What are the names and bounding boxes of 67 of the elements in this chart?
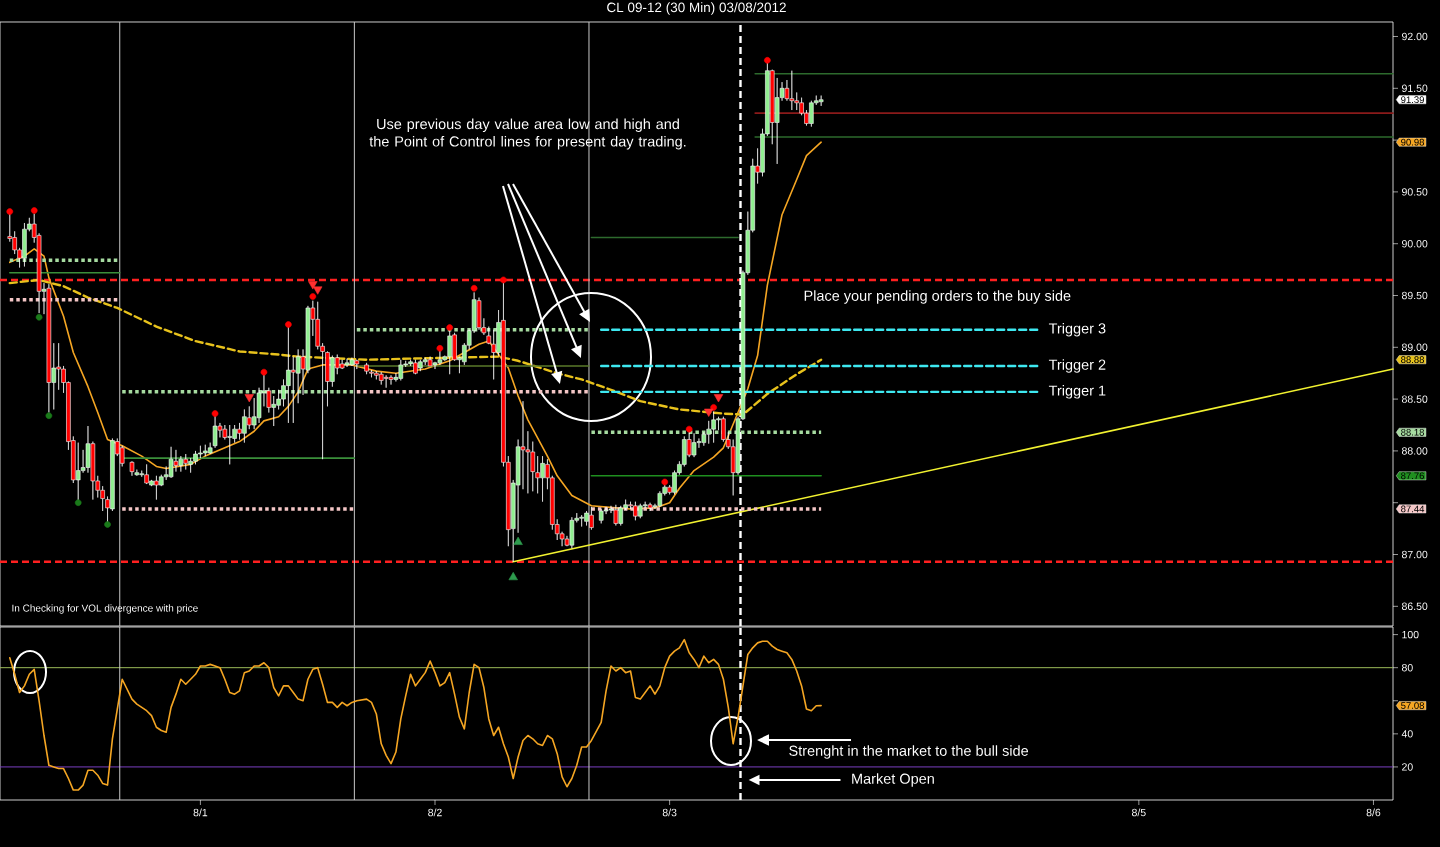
point xyxy=(35,313,43,321)
point xyxy=(309,293,317,300)
series-label: Trigger 3 xyxy=(1048,322,1106,337)
point xyxy=(313,286,323,295)
point xyxy=(436,345,444,352)
annotation: Strenght in the market to the bull side xyxy=(789,745,1029,759)
point xyxy=(661,478,669,486)
point xyxy=(685,425,693,433)
point xyxy=(260,368,268,376)
y-tick-label: 86.50 xyxy=(1401,602,1428,611)
candlestick xyxy=(378,371,384,385)
x-tick-label: 8/2 xyxy=(428,808,442,817)
x-tick-label: 8/1 xyxy=(193,808,208,817)
point xyxy=(74,499,82,507)
text: 91.39 xyxy=(1401,96,1424,104)
y-tick-label: 87.00 xyxy=(1401,550,1428,559)
candlestick xyxy=(818,95,824,107)
y-tick-label: 89.00 xyxy=(1401,343,1428,352)
y-tick-label: 80 xyxy=(1401,663,1413,672)
y-tick-label: 90.50 xyxy=(1402,188,1428,196)
candlestick xyxy=(364,362,369,375)
series-label: Trigger 2 xyxy=(1048,359,1106,373)
y-tick-label: 89.50 xyxy=(1401,291,1428,300)
text: 87.44 xyxy=(1401,505,1425,513)
x-tick-label: 8/6 xyxy=(1366,808,1381,817)
point xyxy=(45,412,53,419)
candlestick xyxy=(129,460,135,477)
x-tick-label: 8/5 xyxy=(1132,808,1146,817)
point xyxy=(513,536,523,545)
candlestick xyxy=(383,374,389,389)
point xyxy=(764,57,771,64)
candlestick xyxy=(691,433,697,458)
text: 87.76 xyxy=(1401,472,1425,480)
point xyxy=(704,408,714,417)
point xyxy=(308,281,318,290)
candlestick xyxy=(168,446,174,479)
y-tick-label: 100 xyxy=(1402,630,1419,639)
y-tick-label: 88.00 xyxy=(1401,447,1428,455)
point xyxy=(211,410,219,417)
text: 88.88 xyxy=(1401,356,1425,364)
point xyxy=(446,324,453,331)
y-tick-label: 88.50 xyxy=(1401,395,1428,403)
point xyxy=(713,394,724,403)
candlestick xyxy=(486,326,492,345)
point xyxy=(244,394,254,403)
point xyxy=(6,208,14,215)
y-tick-label: 90.00 xyxy=(1402,239,1428,248)
text: 88.18 xyxy=(1401,428,1425,436)
chart-title: CL 09-12 (30 Min) 03/08/2012 xyxy=(607,2,786,15)
text: 57.08 xyxy=(1401,702,1425,709)
annotation: Use previous day value area low and high and the Point of Control lines for present day trading. xyxy=(369,118,686,150)
y-tick-label: 91.50 xyxy=(1402,84,1428,93)
candlestick xyxy=(388,374,394,385)
point xyxy=(285,321,292,328)
y-tick-label: 92.00 xyxy=(1402,32,1428,41)
point xyxy=(500,276,507,284)
y-tick-label: 40 xyxy=(1401,730,1413,738)
annotation: Place your pending orders to the buy side xyxy=(804,290,1071,304)
point xyxy=(30,207,38,214)
point xyxy=(470,284,478,292)
text: 90.98 xyxy=(1401,138,1425,146)
y-tick-label: 20 xyxy=(1402,763,1413,771)
x-tick-label: 8/3 xyxy=(662,808,677,817)
ref-line-label: Market Open xyxy=(852,773,934,787)
point xyxy=(508,572,518,581)
series-label: Trigger 1 xyxy=(1048,385,1106,399)
point xyxy=(104,521,111,528)
